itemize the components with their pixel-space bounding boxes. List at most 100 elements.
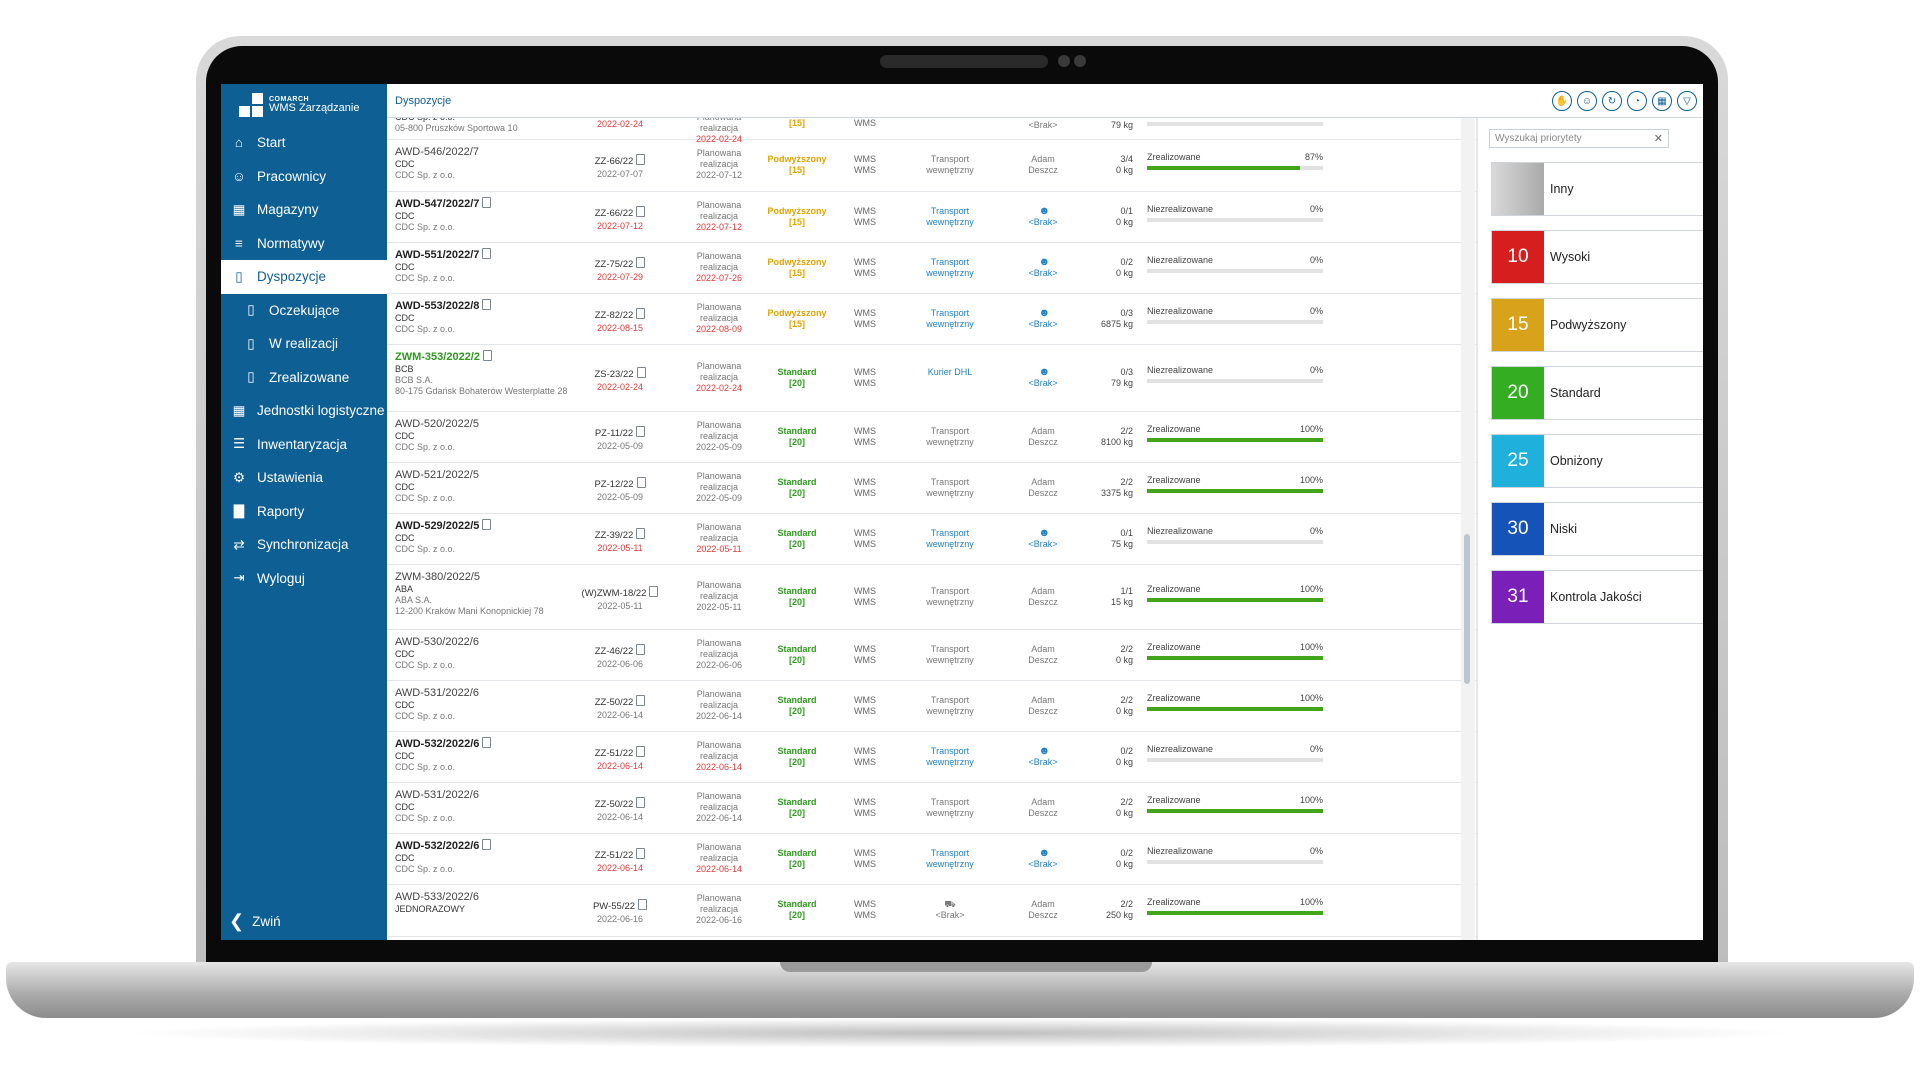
table-row[interactable]: ZWM-380/2022/5 ABA ABA S.A. 12-200 Kraków M… xyxy=(387,565,1477,630)
document-number[interactable]: AWD-529/2022/5 xyxy=(395,519,585,533)
sidebar-item-synchronizacja[interactable]: ⇄ Synchronizacja xyxy=(221,528,387,562)
document-number[interactable]: ZWM-353/2022/2 xyxy=(395,350,585,364)
document-icon: ▯ xyxy=(235,268,243,284)
priority-card[interactable]: 10 Wysoki xyxy=(1491,230,1703,284)
transport-cell[interactable]: Transport wewnętrzny xyxy=(895,746,1005,768)
document-number[interactable]: AWD-520/2022/5 xyxy=(395,418,479,430)
priority-card[interactable]: 31 Kontrola Jakości xyxy=(1491,570,1703,624)
employee-cell[interactable]: ☻ <Brak> xyxy=(1007,367,1079,389)
sidebar-item-w-realizacji[interactable]: ▯ W realizacji xyxy=(221,327,387,361)
employee-surname: Deszcz xyxy=(1028,597,1058,607)
sidebar-item-raporty[interactable]: ▇ Raporty xyxy=(221,495,387,529)
layout-icon[interactable]: ▦ xyxy=(1652,91,1672,111)
document-number[interactable]: AWD-547/2022/7 xyxy=(395,197,585,211)
transport-cell[interactable]: Transport wewnętrzny xyxy=(895,257,1005,279)
employee-cell[interactable]: ☻ <Brak> xyxy=(1007,528,1079,550)
table-row[interactable]: AWD-546/2022/7 CDC CDC Sp. z o.o. ZZ-66/22 2… xyxy=(387,140,1477,192)
source-doc-number[interactable]: ZZ-39/22 xyxy=(575,528,665,542)
weight: 79 kg xyxy=(1110,120,1133,130)
sidebar-item-dyspozycje[interactable]: ▯ Dyspozycje xyxy=(221,260,387,294)
table-row[interactable]: AWD-529/2022/5 CDC CDC Sp. z o.o. ZZ-39/22 2… xyxy=(387,514,1477,565)
transport-cell[interactable]: Kurier DHL xyxy=(895,367,1005,378)
table-row[interactable]: AWD-547/2022/7 CDC CDC Sp. z o.o. ZZ-66/22 2… xyxy=(387,192,1477,243)
transport-cell[interactable]: Transport wewnętrzny xyxy=(895,848,1005,870)
filter-icon[interactable]: ▽ xyxy=(1677,91,1697,111)
source-doc-number[interactable]: ZZ-46/22 xyxy=(575,644,665,658)
employee-cell[interactable]: ☻ <Brak> xyxy=(1007,308,1079,330)
source-doc-number[interactable]: ZZ-51/22 xyxy=(575,746,665,760)
gauge-icon[interactable]: ◔ xyxy=(1627,91,1647,111)
document-number[interactable]: AWD-532/2022/6 xyxy=(395,737,585,751)
source-doc-cell: (W)ZWM-18/22 2022-05-11 xyxy=(575,586,665,612)
document-number[interactable]: AWD-532/2022/6 xyxy=(395,839,585,853)
source-doc-number[interactable]: ZZ-75/22 xyxy=(575,257,665,271)
transport-cell[interactable]: Transport wewnętrzny xyxy=(895,308,1005,330)
user-icon[interactable]: ☺ xyxy=(1577,91,1597,111)
collapse-button[interactable]: ❮ Zwiń xyxy=(229,906,281,936)
document-number[interactable]: AWD-530/2022/6 xyxy=(395,636,479,648)
table-row[interactable]: ZWM-353/2022/2 BCB BCB S.A. 80-175 Gdańsk B… xyxy=(387,345,1477,412)
source-doc-number[interactable]: ZZ-50/22 xyxy=(575,797,665,811)
transport-cell[interactable]: Kurier DHL xyxy=(895,118,1005,121)
priority-card[interactable]: 25 Obniżony xyxy=(1491,434,1703,488)
employee-cell[interactable]: ☻ <Brak> xyxy=(1007,746,1079,768)
table-row[interactable]: AWD-521/2022/5 CDC CDC Sp. z o.o. PZ-12/22 2… xyxy=(387,463,1477,514)
table-row[interactable]: AWD-551/2022/7 CDC CDC Sp. z o.o. ZZ-75/22 2… xyxy=(387,243,1477,294)
source-doc-number[interactable]: PW-55/22 xyxy=(575,899,665,913)
document-number[interactable]: AWD-553/2022/8 xyxy=(395,299,585,313)
sidebar-item-pracownicy[interactable]: ☺ Pracownicy xyxy=(221,160,387,194)
sidebar-item-wyloguj[interactable]: ⇥ Wyloguj xyxy=(221,562,387,596)
employee-cell[interactable]: ☻ <Brak> xyxy=(1007,257,1079,279)
priority-card[interactable]: Inny xyxy=(1491,162,1703,216)
source-doc-number[interactable]: (W)ZWM-18/22 xyxy=(575,586,665,600)
priority-card[interactable]: 15 Podwyższony xyxy=(1491,298,1703,352)
source-doc-number[interactable]: ZZ-66/22 xyxy=(575,206,665,220)
priority-card[interactable]: 20 Standard xyxy=(1491,366,1703,420)
refresh-icon[interactable]: ↻ xyxy=(1602,91,1622,111)
table-row[interactable]: AWD-520/2022/5 CDC CDC Sp. z o.o. PZ-11/22 2… xyxy=(387,412,1477,463)
priority-search-input[interactable]: Wyszukaj priorytety ✕ xyxy=(1489,129,1669,148)
sidebar-item-jednostki-logistyczne[interactable]: ▦ Jednostki logistyczne xyxy=(221,394,387,428)
document-number[interactable]: AWD-533/2022/6 xyxy=(395,891,479,903)
table-row[interactable]: AWD-530/2022/6 CDC CDC Sp. z o.o. ZZ-46/22 2… xyxy=(387,630,1477,681)
sidebar-item-magazyny[interactable]: ▦ Magazyny xyxy=(221,193,387,227)
sidebar-item-zrealizowane[interactable]: ▯ Zrealizowane xyxy=(221,361,387,395)
source-doc-number[interactable]: PZ-11/22 xyxy=(575,426,665,440)
document-number[interactable]: AWD-546/2022/7 xyxy=(395,146,479,158)
table-row[interactable]: AWD-533/2022/6 JEDNORAZOWY PW-55/22 2022-06… xyxy=(387,885,1477,937)
table-row[interactable]: AWD-531/2022/6 CDC CDC Sp. z o.o. ZZ-50/22 2… xyxy=(387,681,1477,732)
source-doc-number[interactable]: ZZ-82/22 xyxy=(575,308,665,322)
scrollbar[interactable] xyxy=(1461,118,1475,940)
employee-name: <Brak> xyxy=(1028,319,1058,329)
document-number[interactable]: ZWM-380/2022/5 xyxy=(395,571,480,583)
transport-cell[interactable]: Transport wewnętrzny xyxy=(895,206,1005,228)
employee-cell[interactable]: ☻ <Brak> xyxy=(1007,848,1079,870)
document-number[interactable]: AWD-531/2022/6 xyxy=(395,687,479,699)
source-doc-number[interactable]: ZS-23/22 xyxy=(575,367,665,381)
hand-icon[interactable]: ✋ xyxy=(1552,91,1572,111)
source-doc-number[interactable]: ZZ-50/22 xyxy=(575,695,665,709)
priority-card[interactable]: 30 Niski xyxy=(1491,502,1703,556)
table-row[interactable]: CDC Sp. z o.o.05-800 Pruszków Sportowa 1… xyxy=(387,118,1477,144)
planned-date: 2022-07-12 xyxy=(695,170,743,180)
clear-icon[interactable]: ✕ xyxy=(1653,133,1663,145)
source-doc-number[interactable]: ZZ-66/22 xyxy=(575,154,665,168)
sidebar-item-start[interactable]: ⌂ Start xyxy=(221,126,387,160)
sidebar-item-inwentaryzacja[interactable]: ☰ Inwentaryzacja xyxy=(221,428,387,462)
table-row[interactable]: AWD-532/2022/6 CDC CDC Sp. z o.o. ZZ-51/22 2… xyxy=(387,732,1477,783)
transport-cell[interactable]: Transport wewnętrzny xyxy=(895,528,1005,550)
document-number[interactable]: AWD-521/2022/5 xyxy=(395,469,479,481)
sidebar-item-normatywy[interactable]: ≡ Normatywy xyxy=(221,227,387,261)
employee-cell[interactable]: ☻ <Brak> xyxy=(1007,206,1079,228)
sidebar-item-oczekujące[interactable]: ▯ Oczekujące xyxy=(221,294,387,328)
source-doc-number[interactable]: ZZ-51/22 xyxy=(575,848,665,862)
table-row[interactable]: AWD-553/2022/8 CDC CDC Sp. z o.o. ZZ-82/22 2… xyxy=(387,294,1477,345)
sidebar-item-ustawienia[interactable]: ⚙ Ustawienia xyxy=(221,461,387,495)
table-row[interactable]: AWD-532/2022/6 CDC CDC Sp. z o.o. ZZ-51/22 2… xyxy=(387,834,1477,885)
document-number[interactable]: AWD-551/2022/7 xyxy=(395,248,585,262)
table-row[interactable]: AWD-531/2022/6 CDC CDC Sp. z o.o. ZZ-50/22 2… xyxy=(387,783,1477,834)
scrollbar-thumb[interactable] xyxy=(1464,534,1470,684)
source-doc-number[interactable]: PZ-12/22 xyxy=(575,477,665,491)
document-number[interactable]: AWD-531/2022/6 xyxy=(395,789,479,801)
contractor-name: CDC Sp. z o.o. xyxy=(395,864,456,874)
